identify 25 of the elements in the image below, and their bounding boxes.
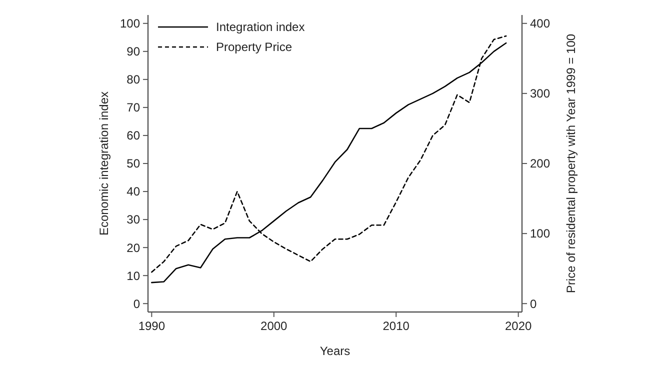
y2-tick-label: 400 [530, 16, 550, 31]
y-tick-label: 0 [133, 296, 140, 311]
y-tick-label: 70 [126, 100, 140, 115]
y-tick-label: 90 [126, 44, 140, 59]
y2-tick-label: 100 [530, 226, 550, 241]
y-tick-label: 30 [126, 212, 140, 227]
y-tick-label: 80 [126, 72, 140, 87]
y-tick-label: 40 [126, 184, 140, 199]
x-tick-label: 2000 [260, 319, 288, 333]
y-tick-label: 20 [126, 240, 140, 255]
x-axis-title: Years [320, 344, 350, 358]
y-tick-label: 10 [126, 268, 140, 283]
y2-tick-label: 300 [530, 86, 550, 101]
y-tick-label: 60 [126, 128, 140, 143]
y-tick-label: 50 [126, 156, 140, 171]
y2-tick-label: 0 [530, 296, 537, 311]
x-tick-label: 2020 [504, 319, 532, 333]
y2-tick-label: 200 [530, 156, 550, 171]
y-axis-title: Economic integration index [97, 91, 111, 236]
x-tick-label: 1990 [138, 319, 166, 333]
y-tick-label: 100 [120, 16, 140, 31]
legend-label: Property Price [216, 40, 292, 54]
x-tick-label: 2010 [382, 319, 410, 333]
y2-axis-title: Price of residental property with Year 1999 = 100 [564, 34, 578, 294]
legend-label: Integration index [216, 20, 305, 34]
